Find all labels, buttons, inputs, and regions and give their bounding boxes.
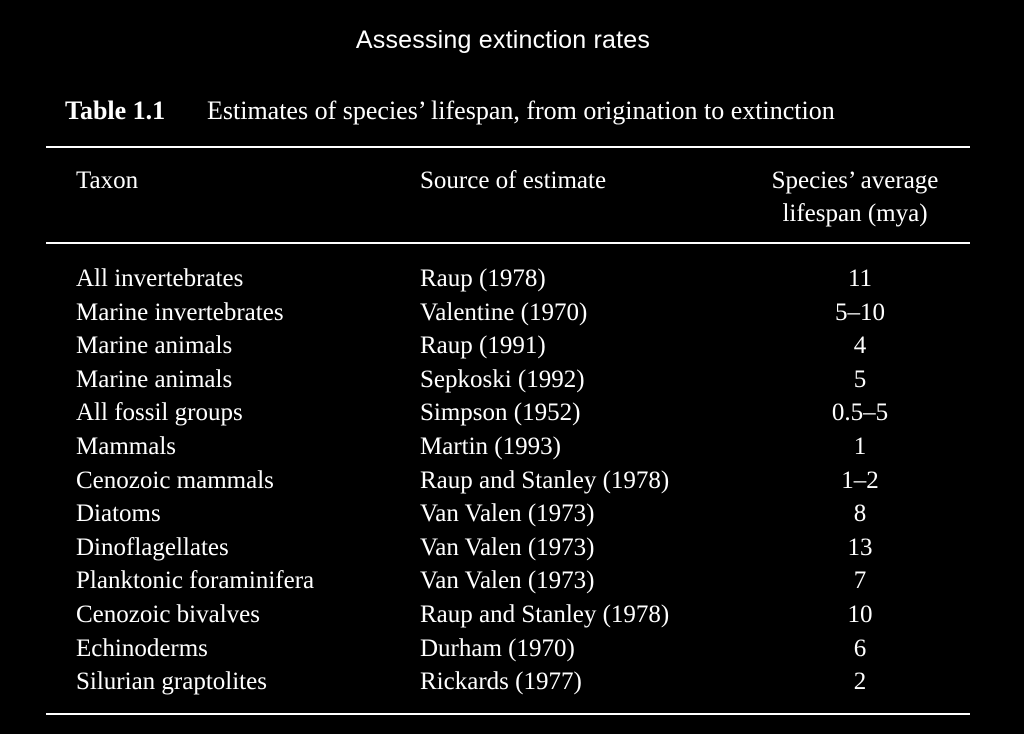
table-caption: Table 1.1 Estimates of species’ lifespan,… [65,94,835,128]
cell-source: Van Valen (1973) [420,500,595,528]
table-row: All invertebrates Raup (1978) 11 [0,262,1024,296]
table-row: Mammals Martin (1993) 1 [0,430,1024,464]
cell-source: Raup (1978) [420,265,546,292]
header-lifespan-line1: Species’ average [771,167,939,194]
table-row: Marine invertebrates Valentine (1970) 5–10 [0,296,1024,330]
table-row: Dinoflagellates Van Valen (1973) 13 [0,531,1024,565]
cell-lifespan: 11 [847,265,873,292]
cell-taxon: All invertebrates [76,265,244,292]
cell-taxon: Marine animals [76,332,233,360]
cell-lifespan: 5 [853,365,867,393]
table-row: Silurian graptolites Rickards (1977) 2 [0,665,1024,699]
table-row: Echinoderms Durham (1970) 6 [0,632,1024,666]
cell-taxon: Dinoflagellates [76,533,229,561]
cell-taxon: Marine animals [76,365,233,393]
cell-lifespan: 8 [853,500,867,528]
cell-source: Martin (1993) [420,432,561,460]
cell-source: Durham (1970) [420,634,575,662]
table-row: All fossil groups Simpson (1952) 0.5–5 [0,396,1024,430]
cell-source: Van Valen (1973) [420,567,595,595]
cell-taxon: All fossil groups [76,399,243,427]
table-row: Diatoms Van Valen (1973) 8 [0,497,1024,531]
cell-lifespan: 13 [847,533,873,561]
cell-taxon: Echinoderms [76,634,208,662]
cell-lifespan: 4 [853,332,867,360]
cell-source: Rickards (1977) [420,668,582,696]
cell-taxon: Marine invertebrates [76,298,284,326]
table-row: Marine animals Raup (1991) 4 [0,329,1024,363]
header-lifespan: Species’ average lifespan (mya) [740,164,970,230]
cell-source: Raup and Stanley (1978) [420,600,670,628]
cell-lifespan: 0.5–5 [831,399,889,427]
table-body: All invertebrates Raup (1978) 11 Marine in… [0,262,1024,699]
cell-lifespan: 1 [853,432,867,460]
header-source: Source of estimate [420,167,607,194]
table-row: Cenozoic mammals Raup and Stanley (1978) 1… [0,464,1024,498]
table-title: Estimates of species’ lifespan, from ori… [207,96,835,125]
cell-source: Van Valen (1973) [420,533,595,561]
cell-lifespan: 2 [853,668,867,696]
cell-lifespan: 6 [853,634,867,662]
cell-source: Valentine (1970) [420,298,588,326]
cell-taxon: Cenozoic bivalves [76,600,260,628]
cell-source: Raup and Stanley (1978) [420,466,670,494]
running-head: Assessing extinction rates [355,26,651,54]
table-row: Cenozoic bivalves Raup and Stanley (1978)… [0,598,1024,632]
cell-lifespan: 10 [847,600,873,628]
table-row: Planktonic foraminifera Van Valen (1973) 7 [0,564,1024,598]
cell-taxon: Diatoms [76,500,161,528]
header-rule [46,242,970,244]
cell-lifespan: 1–2 [841,466,879,494]
cell-taxon: Planktonic foraminifera [76,567,315,595]
cell-source: Raup (1991) [420,332,546,360]
cell-source: Simpson (1952) [420,399,581,427]
cell-source: Sepkoski (1992) [420,365,585,393]
header-lifespan-line2: lifespan (mya) [782,200,928,227]
table-bottom-rule [46,713,970,715]
table-row: Marine animals Sepkoski (1992) 5 [0,363,1024,397]
header-taxon: Taxon [76,167,139,194]
cell-taxon: Mammals [76,432,176,460]
table-label: Table 1.1 [65,96,166,125]
cell-lifespan: 7 [853,567,867,595]
cell-taxon: Silurian graptolites [76,668,267,696]
table-top-rule [46,146,970,148]
cell-lifespan: 5–10 [835,298,885,326]
cell-taxon: Cenozoic mammals [76,466,274,494]
